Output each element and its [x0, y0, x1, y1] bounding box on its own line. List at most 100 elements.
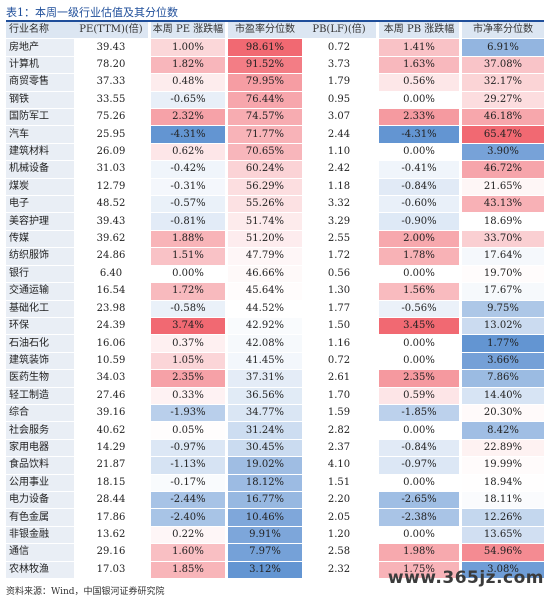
cell-pe: 29.16 [74, 543, 148, 562]
cell-pe-percentile: 51.74% [228, 212, 302, 231]
cell-pb: 1.72 [302, 247, 376, 266]
cell-pb: 1.30 [302, 282, 376, 301]
cell-pe-percentile: 98.61% [228, 38, 302, 57]
cell-pb-change: 1.75% [379, 561, 459, 580]
table-row: 商贸零售 37.33 0.48% 79.95% 1.79 0.56% 32.17% [6, 73, 544, 92]
cell-pe: 13.62 [74, 526, 148, 545]
table-row: 石油石化 16.06 0.37% 42.08% 1.16 0.00% 1.77% [6, 334, 544, 353]
cell-pe-percentile: 60.24% [228, 160, 302, 179]
cell-pe-percentile: 30.45% [228, 439, 302, 458]
cell-pe-change: -2.44% [151, 491, 225, 510]
cell-pb-percentile: 18.11% [462, 491, 544, 510]
cell-pe-percentile: 91.52% [228, 56, 302, 75]
cell-pe-percentile: 36.56% [228, 387, 302, 405]
cell-pb-percentile: 14.40% [462, 387, 544, 405]
table-row: 交通运输 16.54 1.72% 45.64% 1.30 1.56% 17.67% [6, 282, 544, 301]
table-row: 公用事业 18.15 -0.17% 18.12% 1.51 0.00% 18.94% [6, 474, 544, 492]
cell-pe-change: 1.51% [151, 247, 225, 266]
cell-pb-change: -0.97% [379, 456, 459, 475]
cell-industry: 商贸零售 [6, 73, 74, 92]
table-row: 医药生物 34.03 2.35% 37.31% 2.61 2.35% 7.86% [6, 369, 544, 388]
cell-pe-percentile: 37.31% [228, 369, 302, 388]
table-row: 社会服务 40.62 0.05% 31.24% 2.82 0.00% 8.42% [6, 421, 544, 440]
cell-pb-percentile: 20.30% [462, 404, 544, 423]
cell-pb-change: 2.00% [379, 230, 459, 249]
cell-pb-change: -0.84% [379, 439, 459, 458]
cell-pe-change: 2.32% [151, 108, 225, 127]
table-row: 国防军工 75.26 2.32% 74.57% 3.07 2.33% 46.18% [6, 108, 544, 127]
cell-pb: 0.72 [302, 352, 376, 371]
cell-industry: 国防军工 [6, 108, 74, 127]
cell-industry: 食品饮料 [6, 456, 74, 475]
cell-pb-percentile: 46.72% [462, 160, 544, 179]
cell-pb: 2.32 [302, 561, 376, 580]
cell-pb-change: 1.98% [379, 543, 459, 562]
cell-industry: 环保 [6, 317, 74, 336]
cell-pb: 2.58 [302, 543, 376, 562]
cell-pe-change: 2.35% [151, 369, 225, 388]
cell-pb-percentile: 6.91% [462, 38, 544, 57]
cell-pb: 2.20 [302, 491, 376, 510]
cell-pe-change: 1.05% [151, 352, 225, 371]
cell-pe-change: -4.31% [151, 125, 225, 144]
table-row: 环保 24.39 3.74% 42.92% 1.50 3.45% 13.02% [6, 317, 544, 336]
table-row: 汽车 25.95 -4.31% 71.77% 2.44 -4.31% 65.47% [6, 125, 544, 144]
cell-industry: 基础化工 [6, 300, 74, 318]
cell-pb-percentile: 37.08% [462, 56, 544, 75]
cell-industry: 银行 [6, 265, 74, 284]
cell-industry: 石油石化 [6, 334, 74, 353]
cell-pe-change: -0.42% [151, 160, 225, 179]
table-row: 传媒 39.62 1.88% 51.20% 2.55 2.00% 33.70% [6, 230, 544, 249]
cell-pb-percentile: 3.90% [462, 143, 544, 162]
cell-pb-change: -0.60% [379, 195, 459, 214]
table-row: 食品饮料 21.87 -1.13% 19.02% 4.10 -0.97% 19.99% [6, 456, 544, 475]
cell-pe-change: 1.88% [151, 230, 225, 249]
cell-pb-percentile: 3.08% [462, 561, 544, 580]
table-row: 机械设备 31.03 -0.42% 60.24% 2.42 -0.41% 46.72% [6, 160, 544, 179]
cell-pe: 39.62 [74, 230, 148, 249]
cell-industry: 社会服务 [6, 421, 74, 440]
cell-industry: 煤炭 [6, 178, 74, 197]
cell-pe: 6.40 [74, 265, 148, 284]
cell-pe-change: -2.40% [151, 508, 225, 527]
cell-industry: 建筑装饰 [6, 352, 74, 371]
cell-pb: 1.59 [302, 404, 376, 423]
cell-pb-percentile: 17.67% [462, 282, 544, 301]
cell-pb-percentile: 9.75% [462, 300, 544, 318]
cell-industry: 农林牧渔 [6, 561, 74, 580]
cell-pe-change: 0.33% [151, 387, 225, 405]
cell-pb-change: 0.00% [379, 91, 459, 110]
cell-pe-percentile: 44.52% [228, 300, 302, 318]
cell-pe-change: 1.60% [151, 543, 225, 562]
valuation-table: 行业名称 PE(TTM)(倍) 本周 PE 涨跌幅 市盈率分位数 PB(LF)(… [6, 22, 544, 580]
cell-pe-percentile: 47.79% [228, 247, 302, 266]
cell-pe: 17.86 [74, 508, 148, 527]
cell-pb: 2.55 [302, 230, 376, 249]
cell-pb: 0.72 [302, 38, 376, 57]
table-row: 家用电器 14.29 -0.97% 30.45% 2.37 -0.84% 22.89% [6, 439, 544, 458]
cell-pe: 34.03 [74, 369, 148, 388]
cell-pb-percentile: 7.86% [462, 369, 544, 388]
table-row: 轻工制造 27.46 0.33% 36.56% 1.70 0.59% 14.40% [6, 387, 544, 405]
cell-pb-percentile: 19.99% [462, 456, 544, 475]
cell-pb: 1.79 [302, 73, 376, 92]
cell-pb: 4.10 [302, 456, 376, 475]
cell-pb: 2.82 [302, 421, 376, 440]
cell-pb: 1.77 [302, 300, 376, 318]
cell-industry: 建筑材料 [6, 143, 74, 162]
table-row: 纺织服饰 24.86 1.51% 47.79% 1.72 1.78% 17.64% [6, 247, 544, 266]
cell-pb-change: 0.00% [379, 526, 459, 545]
cell-pb-percentile: 32.17% [462, 73, 544, 92]
cell-pe: 23.98 [74, 300, 148, 318]
cell-pe-change: 3.74% [151, 317, 225, 336]
col-header-pb: PB(LF)(倍) [302, 22, 376, 40]
cell-pe-percentile: 42.92% [228, 317, 302, 336]
cell-pe: 10.59 [74, 352, 148, 371]
cell-pb-change: -2.65% [379, 491, 459, 510]
cell-pe-percentile: 74.57% [228, 108, 302, 127]
cell-pb: 1.10 [302, 143, 376, 162]
cell-pe-change: 0.00% [151, 265, 225, 284]
cell-pb-change: 2.35% [379, 369, 459, 388]
cell-pe: 28.44 [74, 491, 148, 510]
cell-industry: 医药生物 [6, 369, 74, 388]
